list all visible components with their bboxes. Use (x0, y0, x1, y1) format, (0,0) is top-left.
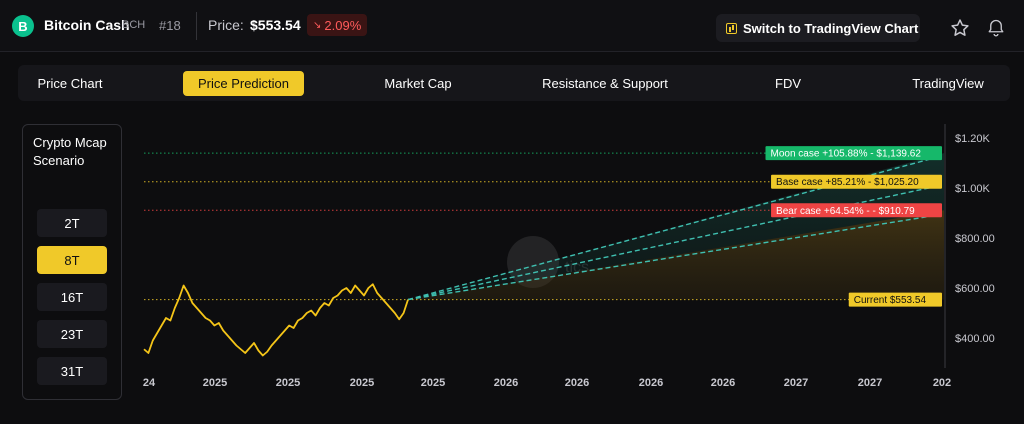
y-tick-label: $400.00 (955, 333, 995, 345)
x-tick-label: 2027 (858, 377, 882, 389)
tab-market-cap[interactable]: Market Cap (384, 76, 452, 91)
mcap-scenario-panel: Crypto Mcap Scenario 2T 8T 16T 23T 31T (22, 124, 122, 400)
scenario-title: Crypto Mcap Scenario (33, 135, 107, 168)
bell-icon (988, 19, 1004, 37)
tab-fdv[interactable]: FDV (775, 76, 801, 91)
bear-projection-area (408, 210, 944, 300)
bear-case-label-bg (771, 203, 942, 218)
notifications-button[interactable] (982, 14, 1010, 42)
moon-projection-area (408, 153, 944, 300)
x-tick-label: 202 (933, 377, 951, 389)
coin-symbol: BCH (122, 19, 146, 31)
trend-down-icon: ↘ (313, 19, 322, 31)
tab-resistance-support[interactable]: Resistance & Support (542, 76, 668, 91)
x-tick-label: 2025 (350, 377, 374, 389)
x-tick-label: 2026 (494, 377, 518, 389)
tab-price-chart[interactable]: Price Chart (37, 76, 103, 91)
base-case-label-bg (771, 174, 942, 189)
tab-price-prediction[interactable]: Price Prediction (183, 71, 304, 96)
moon-case-label-bg (765, 146, 942, 161)
x-tick-label: 2026 (639, 377, 663, 389)
header-divider (196, 12, 197, 40)
x-tick-label: 2026 (711, 377, 735, 389)
y-tick-label: $1.00K (955, 183, 991, 195)
price-prediction-chart[interactable]: tics $400.00$600.00$800.00$1.00K$1.20K M… (130, 120, 1024, 400)
coin-name: Bitcoin Cash (44, 17, 130, 33)
price-label: Price: (208, 17, 244, 33)
scenario-16t-button[interactable]: 16T (37, 283, 107, 311)
bear-case-label: Bear case +64.54% - - $910.79 (776, 206, 915, 217)
price-change-badge: ↘ 2.09% (307, 14, 368, 36)
tab-tradingview[interactable]: TradingView (912, 76, 984, 91)
x-tick-label: 2027 (784, 377, 808, 389)
scenario-8t-button[interactable]: 8T (37, 246, 107, 274)
switch-tradingview-button[interactable]: Switch to TradingView Chart (716, 14, 920, 42)
chart-tabs: Price Chart Price Prediction Market Cap … (18, 65, 1010, 101)
bear-projection-line (407, 215, 931, 301)
coin-rank: #18 (159, 18, 181, 33)
chart-icon (726, 22, 737, 34)
x-tick-label: 24 (143, 377, 156, 389)
x-tick-label: 2025 (276, 377, 300, 389)
switch-tradingview-label: Switch to TradingView Chart (743, 20, 919, 36)
price-change-value: 2.09% (324, 17, 362, 33)
y-tick-label: $600.00 (955, 283, 995, 295)
scenario-23t-button[interactable]: 23T (37, 320, 107, 348)
star-icon (951, 19, 969, 36)
coin-header: B Bitcoin Cash BCH #18 Price: $553.54 ↘ … (0, 0, 1024, 52)
x-tick-label: 2026 (565, 377, 589, 389)
current-price-label: Current $553.54 (854, 295, 927, 306)
favorite-button[interactable] (946, 14, 974, 42)
y-tick-label: $1.20K (955, 133, 991, 145)
moon-case-label: Moon case +105.88% - $1,139.62 (771, 149, 922, 160)
x-tick-label: 2025 (421, 377, 445, 389)
y-tick-label: $800.00 (955, 233, 995, 245)
base-case-label: Base case +85.21% - $1,025.20 (776, 177, 919, 188)
price-value: $553.54 (250, 17, 301, 33)
x-tick-label: 2025 (203, 377, 227, 389)
scenario-31t-button[interactable]: 31T (37, 357, 107, 385)
bitcoin-cash-icon: B (12, 15, 34, 37)
scenario-2t-button[interactable]: 2T (37, 209, 107, 237)
current-price-label-bg (848, 292, 942, 307)
price-history-line (143, 283, 409, 357)
